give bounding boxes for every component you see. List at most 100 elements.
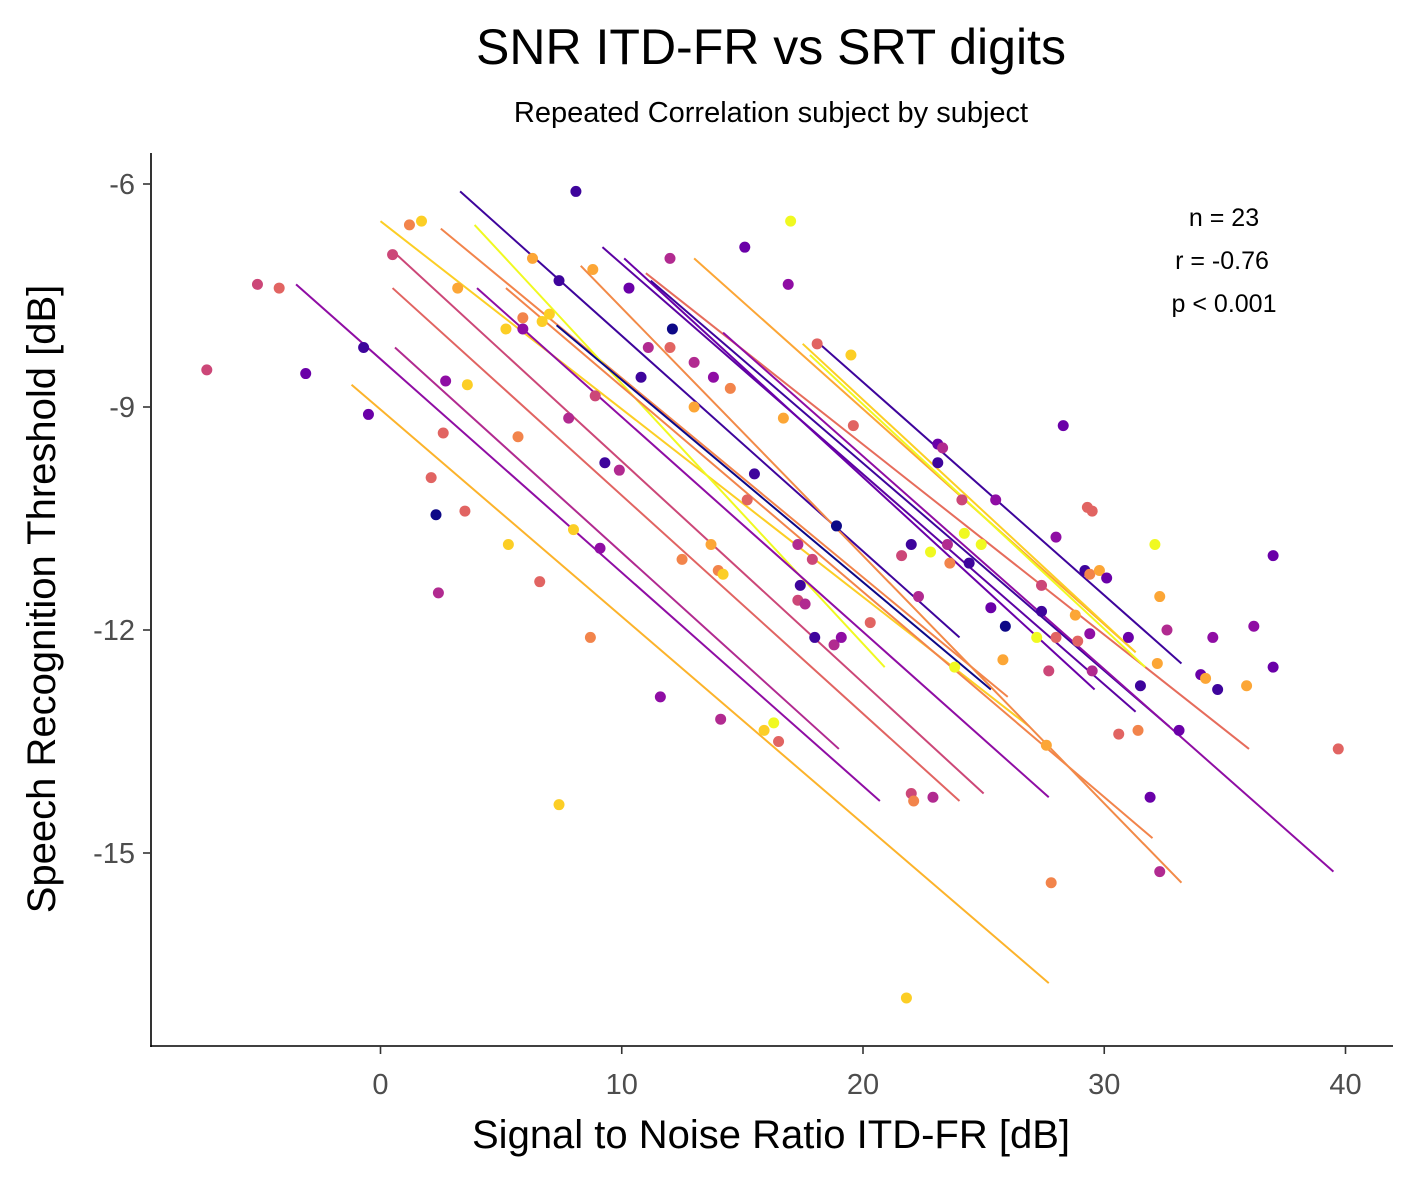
fit-line-20 [802,343,1137,654]
data-point-71 [830,520,842,532]
data-point-1 [201,364,213,376]
data-point-17 [461,379,473,391]
y-tick-label: -6 [109,169,135,201]
data-point-124 [1154,591,1166,603]
x-tick-label: 10 [606,1069,638,1101]
fit-line-14 [601,246,1137,713]
fit-line-17 [650,279,1171,728]
data-point-107 [1069,609,1081,621]
data-point-91 [958,527,970,539]
data-point-44 [666,323,678,335]
data-point-42 [664,342,676,354]
fit-line-21 [809,354,1146,668]
data-point-6 [362,408,374,420]
x-tick-label: 40 [1329,1069,1361,1101]
data-point-38 [623,282,635,294]
data-point-115 [1093,565,1105,577]
data-point-4 [300,368,312,380]
fit-line-1 [295,283,881,802]
data-point-48 [705,539,717,551]
data-point-114 [1086,665,1098,677]
fit-line-19 [722,331,1335,873]
data-point-99 [1036,605,1048,617]
data-point-31 [570,185,582,197]
data-point-21 [517,312,529,324]
fit-line-5 [394,346,840,750]
data-point-88 [944,557,956,569]
data-point-101 [1040,739,1052,751]
data-point-53 [724,382,736,394]
data-point-84 [932,457,944,469]
data-point-27 [553,799,565,811]
data-point-96 [997,654,1009,666]
data-point-14 [440,375,452,387]
data-point-131 [1212,683,1224,695]
data-points [201,185,1344,1004]
y-axis-title: Speech Recognition Threshold [dB] [20,285,64,914]
data-point-130 [1207,631,1219,643]
stats-annotation: n = 23 r = -0.76 p < 0.001 [1172,204,1277,318]
data-point-68 [809,631,821,643]
fit-line-8 [459,190,961,639]
data-point-81 [912,591,924,603]
data-point-136 [1332,743,1344,755]
data-point-134 [1267,550,1279,562]
data-point-113 [1086,505,1098,517]
data-point-16 [459,505,471,517]
data-point-76 [896,550,908,562]
data-point-86 [937,442,949,454]
x-axis-ticks: 0 10 20 30 40 [372,1046,1362,1101]
data-point-20 [512,431,524,443]
fit-lines [295,190,1335,984]
data-point-18 [500,323,512,335]
data-point-23 [526,252,538,264]
data-point-2 [251,278,263,290]
data-point-51 [715,713,727,725]
data-point-10 [425,472,437,484]
data-point-63 [792,539,804,551]
data-point-73 [845,349,857,361]
data-point-103 [1045,877,1057,889]
data-point-45 [676,553,688,565]
data-point-97 [999,620,1011,632]
data-point-126 [1161,624,1173,636]
data-point-121 [1144,791,1156,803]
data-point-66 [799,598,811,610]
data-point-33 [587,263,599,275]
data-point-35 [594,542,606,554]
fit-line-10 [476,287,1050,798]
data-point-52 [717,568,729,580]
data-point-40 [642,342,654,354]
data-point-28 [553,275,565,287]
data-point-15 [452,282,464,294]
annotation-r: r = -0.76 [1175,247,1269,275]
data-point-69 [811,338,823,350]
data-point-26 [543,308,555,320]
data-point-112 [1084,628,1096,640]
y-tick-label: -12 [93,615,135,647]
data-point-25 [536,316,548,328]
data-point-43 [664,252,676,264]
fit-line-12 [555,324,992,691]
data-point-87 [941,539,953,551]
data-point-19 [502,539,514,551]
data-point-83 [927,791,939,803]
data-point-61 [782,278,794,290]
data-point-9 [416,215,428,227]
data-point-41 [654,691,666,703]
fit-line-2 [350,383,1050,984]
data-point-120 [1134,680,1146,692]
chart-title: SNR ITD-FR vs SRT digits [476,19,1066,75]
data-point-98 [1031,631,1043,643]
data-point-54 [739,241,751,253]
data-point-30 [568,524,579,536]
data-point-102 [1043,665,1055,677]
data-point-82 [925,546,937,558]
data-point-56 [748,468,760,480]
data-point-11 [430,509,442,521]
data-point-67 [806,553,818,565]
data-point-132 [1241,680,1253,692]
x-tick-label: 20 [847,1069,879,1101]
x-tick-label: 30 [1088,1069,1120,1101]
data-point-24 [534,576,546,588]
